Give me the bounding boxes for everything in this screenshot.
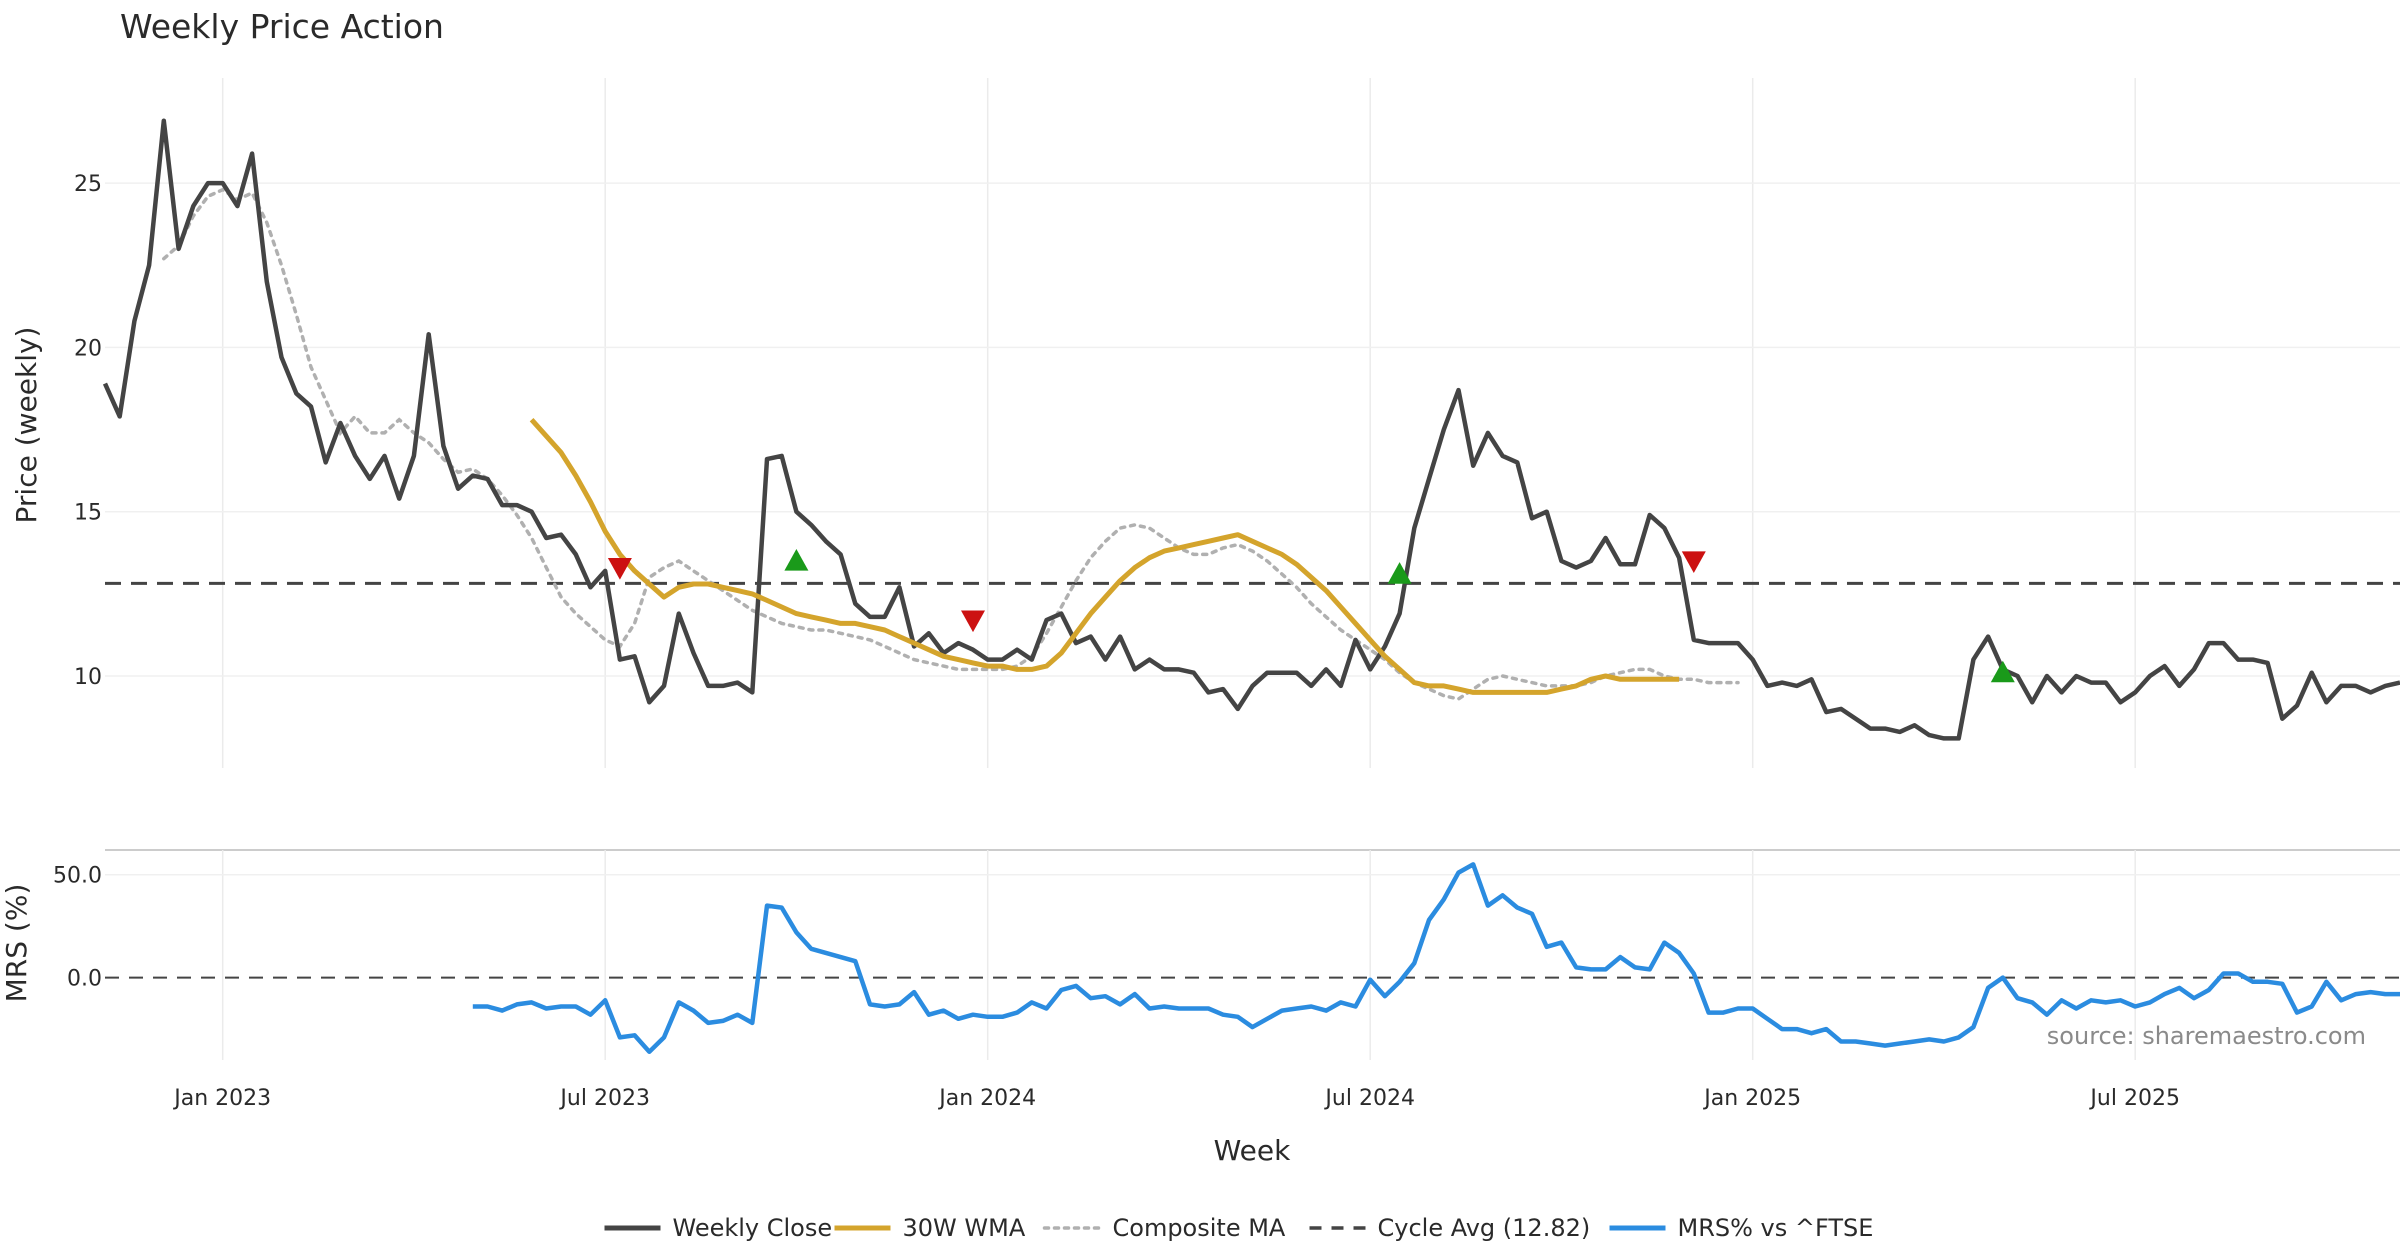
- mrs-line: [472, 862, 2400, 1055]
- legend-label: Composite MA: [1113, 1214, 1286, 1242]
- composite-ma-line: [162, 187, 1740, 701]
- legend-label: Weekly Close: [673, 1214, 833, 1242]
- buy-signal-marker: [1387, 562, 1412, 584]
- price-axis-title: Price (weekly): [10, 327, 43, 524]
- legend-label: 30W WMA: [903, 1214, 1026, 1242]
- legend-item: 30W WMA: [834, 1214, 1026, 1242]
- sell-signal-marker: [1681, 551, 1706, 573]
- legend-item: Weekly Close: [604, 1214, 833, 1242]
- wma-30w-line: [529, 418, 1680, 695]
- x-tick-label: Jan 2023: [172, 1086, 271, 1111]
- legend-label: MRS% vs ^FTSE: [1678, 1214, 1874, 1242]
- price-panel: [102, 118, 2400, 741]
- mrs-panel: [105, 862, 2400, 1055]
- x-tick-label: Jul 2023: [558, 1086, 650, 1111]
- buy-signal-marker: [1990, 660, 2015, 683]
- source-note: source: sharemaestro.com: [2047, 1022, 2366, 1050]
- x-tick-label: Jan 2025: [1702, 1086, 1801, 1111]
- price-y-tick-label: 20: [74, 336, 102, 361]
- price-y-tick-label: 25: [74, 172, 102, 197]
- legend-item: Composite MA: [1042, 1214, 1286, 1242]
- x-tick-label: Jul 2024: [1323, 1086, 1415, 1111]
- x-tick-label: Jul 2025: [2088, 1086, 2180, 1111]
- x-axis-title: Week: [1214, 1134, 1291, 1167]
- price-y-tick-label: 10: [74, 665, 102, 690]
- price-y-tick-label: 15: [74, 501, 102, 526]
- legend-item: MRS% vs ^FTSE: [1609, 1214, 1874, 1242]
- mrs-y-tick-label: 50.0: [53, 864, 102, 889]
- chart-title: Weekly Price Action: [120, 7, 444, 46]
- axis-layer: Jan 2023 Jul 2023 Jan 2024 Jul 2024 Jan 2025…: [53, 172, 2180, 1111]
- mrs-axis-title: MRS (%): [0, 884, 33, 1003]
- legend-item: Cycle Avg (12.82): [1309, 1214, 1591, 1242]
- sell-signal-marker: [961, 610, 985, 633]
- x-tick-label: Jan 2024: [937, 1086, 1036, 1111]
- legend-label: Cycle Avg (12.82): [1378, 1214, 1591, 1242]
- sell-signal-marker: [607, 558, 632, 580]
- mrs-y-tick-label: 0.0: [67, 967, 102, 992]
- legend: Weekly Close 30W WMA Composite MA Cycle Avg…: [604, 1214, 1874, 1242]
- buy-signal-marker: [784, 549, 809, 571]
- weekly-close-line: [102, 118, 2400, 741]
